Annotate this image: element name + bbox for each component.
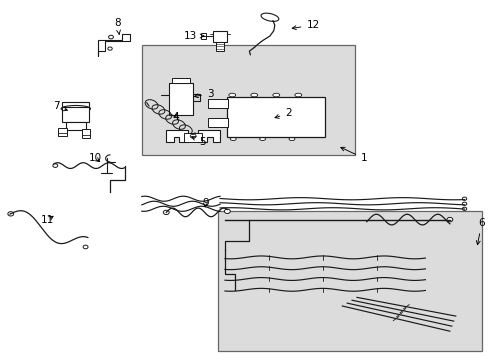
Ellipse shape xyxy=(224,209,230,213)
Polygon shape xyxy=(198,130,220,142)
Ellipse shape xyxy=(261,13,278,21)
Ellipse shape xyxy=(83,245,88,249)
Ellipse shape xyxy=(446,217,452,222)
Text: 3: 3 xyxy=(194,89,213,99)
Ellipse shape xyxy=(228,93,235,97)
Text: 7: 7 xyxy=(53,101,67,111)
Bar xyxy=(81,129,90,138)
Bar xyxy=(62,107,89,122)
Text: 4: 4 xyxy=(172,112,179,122)
Polygon shape xyxy=(166,130,188,142)
Bar xyxy=(184,133,202,142)
Text: 6: 6 xyxy=(475,218,484,245)
Bar xyxy=(172,78,189,83)
Text: 10: 10 xyxy=(89,153,102,163)
Bar xyxy=(142,45,354,155)
Ellipse shape xyxy=(230,137,236,140)
Text: 12: 12 xyxy=(292,20,319,30)
Text: 2: 2 xyxy=(274,108,291,118)
Text: 1: 1 xyxy=(340,147,367,163)
Ellipse shape xyxy=(461,202,466,205)
Polygon shape xyxy=(98,34,129,56)
Ellipse shape xyxy=(107,47,112,50)
Bar xyxy=(227,97,325,137)
Bar xyxy=(66,122,85,130)
Bar xyxy=(217,211,481,351)
Ellipse shape xyxy=(163,210,169,215)
Text: 8: 8 xyxy=(114,18,121,34)
Ellipse shape xyxy=(53,164,58,167)
Bar xyxy=(58,128,67,136)
Text: 13: 13 xyxy=(183,31,203,41)
Bar xyxy=(168,83,193,115)
Bar xyxy=(207,118,228,127)
Ellipse shape xyxy=(288,137,294,140)
Bar xyxy=(207,99,228,108)
Text: 5: 5 xyxy=(191,137,206,147)
Ellipse shape xyxy=(108,35,113,39)
Ellipse shape xyxy=(190,134,196,138)
Ellipse shape xyxy=(461,207,466,210)
Ellipse shape xyxy=(461,197,466,200)
Bar xyxy=(216,42,224,51)
Ellipse shape xyxy=(272,93,279,97)
Bar xyxy=(201,33,206,39)
Ellipse shape xyxy=(8,212,14,216)
Text: 9: 9 xyxy=(202,198,208,208)
Ellipse shape xyxy=(294,93,301,97)
Ellipse shape xyxy=(250,93,257,97)
Bar xyxy=(62,102,89,108)
Ellipse shape xyxy=(61,105,90,112)
Text: 11: 11 xyxy=(41,215,55,225)
Ellipse shape xyxy=(259,137,265,140)
Bar xyxy=(212,31,227,42)
